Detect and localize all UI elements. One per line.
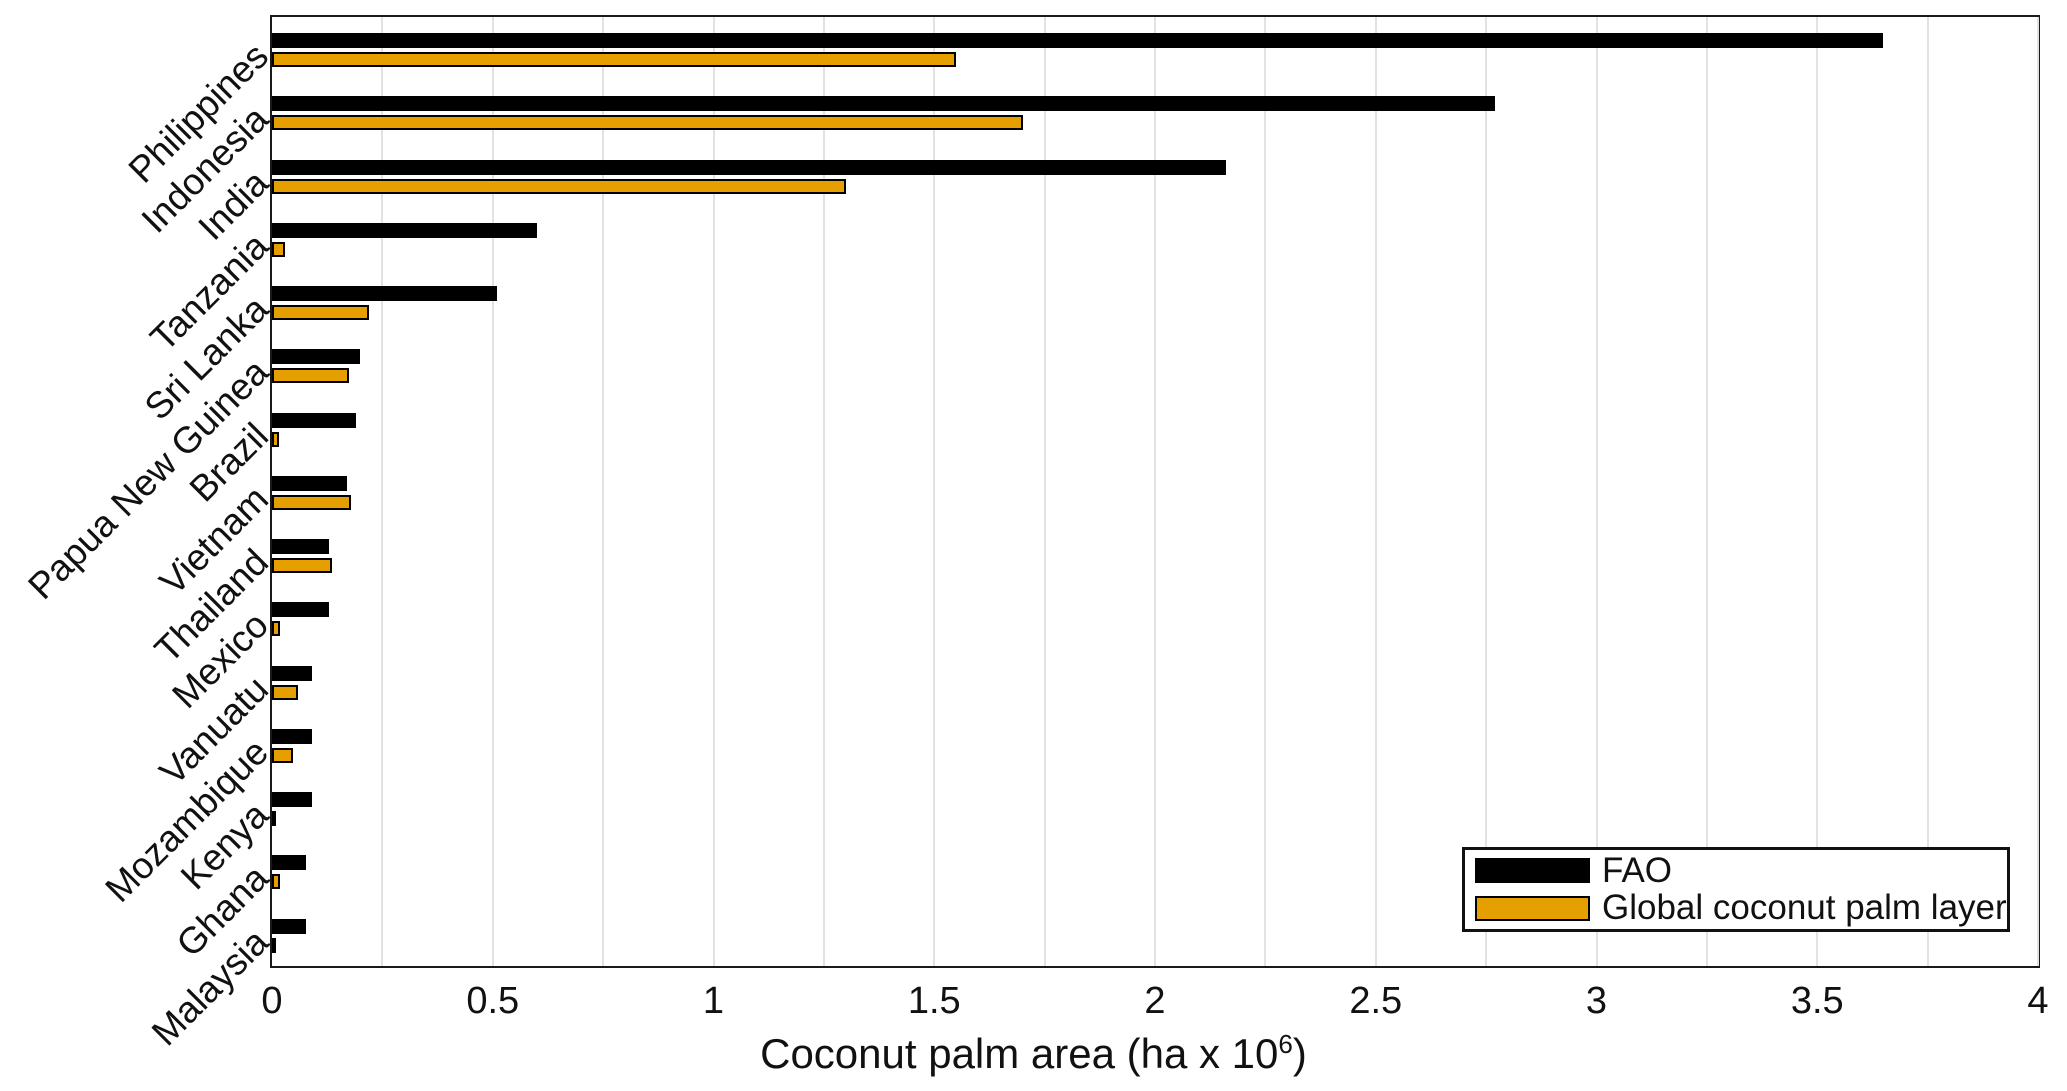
legend-label-fao: FAO: [1602, 850, 1673, 890]
bar-fao-malaysia: [272, 918, 307, 934]
bar-global-coconut-palm-layer-mozambique: [272, 747, 294, 763]
bar-global-coconut-palm-layer-brazil: [272, 431, 279, 447]
x-tick-2: 2: [1144, 980, 1166, 1022]
gridline-x-1.50: [933, 17, 936, 966]
bar-fao-tanzania: [272, 222, 537, 238]
x-tick-3.5: 3.5: [1790, 980, 1844, 1022]
bar-fao-vanuatu: [272, 665, 313, 681]
gridline-x-3.25: [1705, 17, 1708, 966]
x-axis-title-text: Coconut palm area (ha x 10: [760, 1030, 1279, 1077]
bar-global-coconut-palm-layer-mexico: [272, 621, 280, 637]
legend-row-fao: FAO: [1465, 850, 2007, 890]
legend-label-global-coconut-palm-layer: Global coconut palm layer: [1602, 888, 2007, 928]
gridline-x-3.00: [1595, 17, 1598, 966]
bar-fao-india: [272, 159, 1226, 175]
x-axis-title: Coconut palm area (ha x 106): [0, 1030, 2067, 1078]
bar-fao-thailand: [272, 539, 330, 555]
bar-global-coconut-palm-layer-ghana: [272, 874, 280, 890]
bar-global-coconut-palm-layer-sri-lanka: [272, 305, 370, 321]
gridline-x-0.75: [602, 17, 605, 966]
bar-global-coconut-palm-layer-philippines: [272, 52, 957, 67]
bar-global-coconut-palm-layer-indonesia: [272, 115, 1023, 131]
gridline-x-0.50: [491, 17, 494, 966]
gridline-x-2.00: [1154, 17, 1156, 966]
x-tick-4: 4: [2027, 980, 2049, 1022]
bar-global-coconut-palm-layer-vanuatu: [272, 684, 298, 700]
gridline-x-4.00: [2037, 17, 2039, 966]
gridline-x-1.75: [1043, 17, 1046, 966]
legend-row-global-coconut-palm-layer: Global coconut palm layer: [1465, 888, 2007, 928]
bar-global-coconut-palm-layer-tanzania: [272, 241, 286, 257]
bar-fao-papua-new-guinea: [272, 349, 361, 365]
bar-global-coconut-palm-layer-vietnam: [272, 494, 352, 510]
x-axis-title-suffix: ): [1292, 1030, 1307, 1077]
gridline-x-3.50: [1816, 17, 1819, 966]
x-tick-2.5: 2.5: [1349, 980, 1403, 1022]
bar-fao-kenya: [272, 792, 313, 808]
plot-area: [270, 15, 2040, 968]
x-tick-3: 3: [1585, 980, 1608, 1022]
legend-swatch-global-coconut-palm-layer: [1475, 895, 1590, 921]
x-tick-0: 0: [261, 980, 283, 1022]
bar-fao-vietnam: [272, 475, 348, 491]
x-axis-title-superscript: 6: [1278, 1029, 1293, 1059]
bar-global-coconut-palm-layer-malaysia: [272, 937, 277, 953]
x-tick-1.5: 1.5: [907, 980, 961, 1022]
bar-fao-mexico: [272, 602, 330, 618]
legend-swatch-fao: [1475, 858, 1590, 884]
gridline-x-1.25: [822, 17, 825, 966]
x-tick-0.5: 0.5: [466, 980, 520, 1022]
bar-global-coconut-palm-layer-papua-new-guinea: [272, 368, 350, 384]
bar-fao-brazil: [272, 412, 356, 428]
gridline-x-2.75: [1485, 17, 1488, 966]
bar-fao-indonesia: [272, 96, 1495, 112]
bar-fao-sri-lanka: [272, 286, 498, 302]
gridline-x-3.75: [1926, 17, 1929, 966]
bar-fao-mozambique: [272, 728, 313, 744]
gridline-x-0.25: [381, 17, 384, 966]
bar-global-coconut-palm-layer-thailand: [272, 558, 332, 574]
legend: FAO Global coconut palm layer: [1462, 847, 2010, 932]
bar-fao-philippines: [272, 33, 1884, 48]
bar-fao-ghana: [272, 855, 307, 871]
bar-global-coconut-palm-layer-kenya: [272, 811, 276, 827]
gridline-x-1.00: [712, 17, 715, 966]
gridline-x-2.25: [1264, 17, 1267, 966]
x-tick-1: 1: [702, 980, 725, 1022]
gridline-x-2.50: [1374, 17, 1377, 966]
bar-global-coconut-palm-layer-india: [272, 178, 846, 194]
